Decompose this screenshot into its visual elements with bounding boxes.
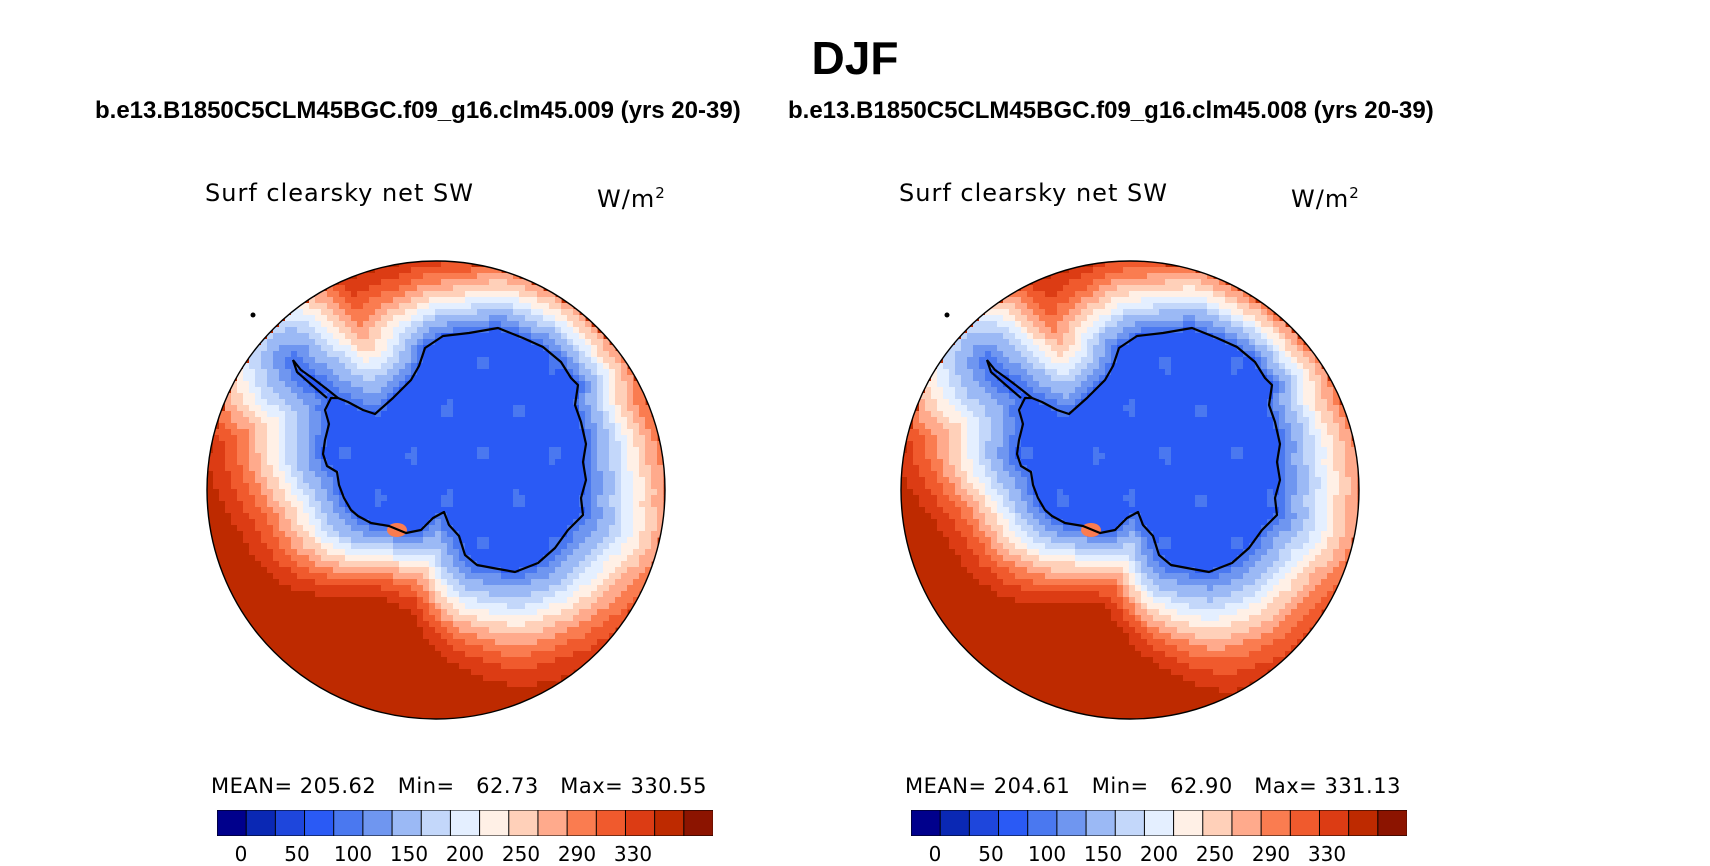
units-base: W/m (1291, 185, 1350, 213)
colorbar-swatch (1143, 810, 1175, 836)
colorbar-swatch (1377, 810, 1407, 836)
colorbar (217, 810, 713, 836)
colorbar-swatch (998, 810, 1029, 836)
map-border (206, 260, 666, 720)
right-panel: Surf clearsky net SW W/m2 MEAN= 204.61 M… (857, 160, 1417, 866)
peninsula-coastline (291, 359, 339, 399)
units-base: W/m (597, 185, 656, 213)
colorbar-swatch (1318, 810, 1350, 836)
colorbar-swatch (1114, 810, 1146, 836)
colorbar-tick-label: 0 (928, 842, 942, 866)
colorbar-swatch (420, 810, 452, 836)
colorbar-tick-label: 150 (389, 842, 429, 866)
colorbar-tick-label: 330 (613, 842, 653, 866)
left-panel: Surf clearsky net SW W/m2 MEAN= 205.62 M… (163, 160, 723, 866)
colorbar-swatch (1202, 810, 1233, 836)
colorbar-swatch (939, 810, 971, 836)
colorbar-swatch (449, 810, 481, 836)
colorbar-tick-label: 330 (1307, 842, 1347, 866)
colorbar-swatch (274, 810, 306, 836)
shading-field (207, 261, 664, 718)
colorbar-tick-label: 250 (1195, 842, 1235, 866)
colorbar-tick-label: 50 (978, 842, 1004, 866)
colorbar-swatch (537, 810, 568, 836)
colorbar-swatch (1231, 810, 1262, 836)
colorbar-swatch (333, 810, 364, 836)
colorbar-tick-label: 250 (501, 842, 541, 866)
variable-label: Surf clearsky net SW (205, 179, 474, 207)
colorbar-swatch (304, 810, 335, 836)
colorbar-tick-label: 150 (1083, 842, 1123, 866)
colorbar-swatch (479, 810, 510, 836)
colorbar-tick-label: 200 (1139, 842, 1179, 866)
colorbar-swatch (1173, 810, 1204, 836)
units-exponent: 2 (655, 184, 666, 202)
variable-label: Surf clearsky net SW (899, 179, 1168, 207)
colorbar-swatch (1056, 810, 1087, 836)
colorbar-tick-label: 290 (1251, 842, 1291, 866)
colorbar-swatch (595, 810, 627, 836)
colorbar-swatch (1348, 810, 1379, 836)
colorbar-swatch (968, 810, 1000, 836)
right-case-subtitle: b.e13.B1850C5CLM45BGC.f09_g16.clm45.008 … (788, 97, 1434, 124)
colorbar-tick-label: 100 (333, 842, 373, 866)
units-exponent: 2 (1349, 184, 1360, 202)
colorbar-swatch (508, 810, 539, 836)
stats-line: MEAN= 205.62 Min= 62.73 Max= 330.55 (211, 774, 707, 798)
colorbar-swatch (1085, 810, 1117, 836)
colorbar-tick-label: 290 (557, 842, 597, 866)
figure-title: DJF (811, 32, 899, 84)
colorbar-swatch (566, 810, 598, 836)
left-case-subtitle: b.e13.B1850C5CLM45BGC.f09_g16.clm45.009 … (95, 97, 741, 124)
polar-map (206, 260, 666, 720)
island-marker (250, 312, 256, 318)
units-label: W/m2 (597, 178, 666, 214)
map-border (900, 260, 1360, 720)
peninsula-coastline (985, 359, 1033, 399)
shading-field (901, 261, 1358, 718)
polar-map (900, 260, 1360, 720)
colorbar-swatch (654, 810, 685, 836)
colorbar-swatch (911, 810, 941, 836)
colorbar-swatch (217, 810, 247, 836)
colorbar-swatch (362, 810, 393, 836)
colorbar (911, 810, 1407, 836)
colorbar-swatch (1027, 810, 1058, 836)
colorbar-tick-label: 0 (234, 842, 248, 866)
colorbar-swatch (624, 810, 656, 836)
colorbar-tick-label: 200 (445, 842, 485, 866)
colorbar-swatch (1289, 810, 1321, 836)
colorbar-swatch (391, 810, 423, 836)
colorbar-swatch (1260, 810, 1292, 836)
colorbar-swatch (245, 810, 277, 836)
colorbar-tick-label: 100 (1027, 842, 1067, 866)
island-marker (944, 312, 950, 318)
colorbar-labels: 0 50 100 150 200 250 290 330 (163, 842, 723, 866)
colorbar-tick-label: 50 (284, 842, 310, 866)
colorbar-labels: 0 50 100 150 200 250 290 330 (857, 842, 1417, 866)
units-label: W/m2 (1291, 178, 1360, 214)
stats-line: MEAN= 204.61 Min= 62.90 Max= 331.13 (905, 774, 1401, 798)
antarctica-coastline (321, 326, 588, 574)
antarctica-coastline (1015, 326, 1282, 574)
colorbar-swatch (683, 810, 713, 836)
